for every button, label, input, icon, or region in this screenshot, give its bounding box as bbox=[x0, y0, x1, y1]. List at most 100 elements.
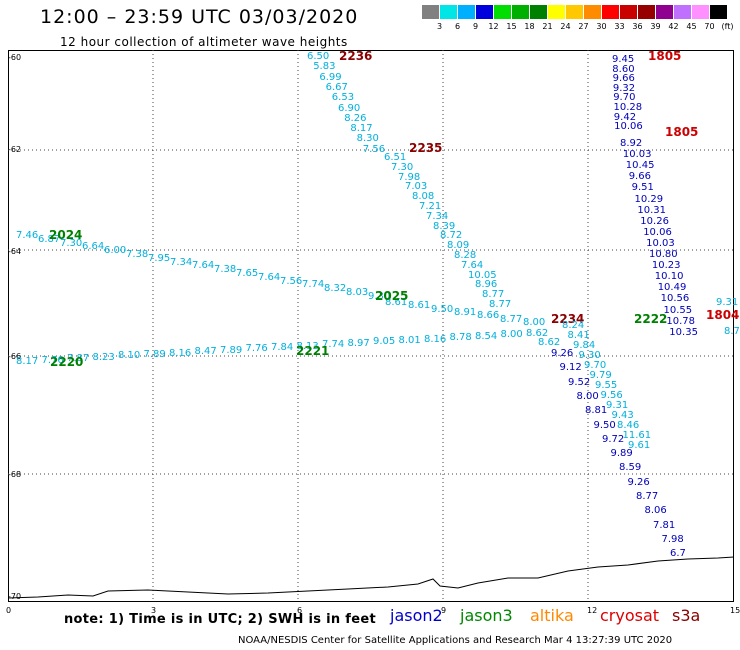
wave-height-value: 8.77 bbox=[636, 491, 659, 502]
wave-height-value: 9.45 bbox=[612, 54, 635, 65]
wave-height-value: 10.23 bbox=[651, 260, 681, 272]
wave-height-value: 7.76 bbox=[245, 343, 268, 355]
wave-height-value: 7.56 bbox=[362, 143, 386, 155]
color-scale-label: 9 bbox=[472, 22, 479, 31]
wave-height-value: 7.74 bbox=[302, 279, 325, 291]
wave-height-value: 8.54 bbox=[475, 330, 498, 342]
wave-height-value: 7.46 bbox=[16, 230, 39, 241]
wave-height-value: 7.81 bbox=[653, 519, 676, 531]
pass-time-label: 2221 bbox=[296, 344, 330, 358]
color-scale-label: 21 bbox=[542, 22, 553, 31]
wave-height-value: 8.17 bbox=[350, 123, 373, 135]
color-swatch bbox=[638, 5, 655, 19]
wave-height-value: 9.89 bbox=[610, 448, 633, 460]
wave-height-value: 8.13 bbox=[296, 340, 319, 352]
wave-height-value: 10.05 bbox=[468, 269, 497, 281]
color-swatch bbox=[620, 5, 637, 19]
map-title: 12:00 – 23:59 UTC 03/03/2020 bbox=[40, 6, 359, 28]
color-swatch bbox=[530, 5, 547, 19]
color-scale-label: 39 bbox=[650, 22, 661, 31]
color-swatch bbox=[548, 5, 565, 19]
wave-height-value: 9.66 bbox=[628, 171, 651, 183]
color-swatch bbox=[512, 5, 529, 19]
credit-line: NOAA/NESDIS Center for Satellite Applica… bbox=[238, 635, 673, 646]
wave-height-value: 7.30 bbox=[391, 161, 414, 173]
latitude-label: -62 bbox=[8, 145, 22, 154]
latitude-label: -68 bbox=[8, 470, 22, 479]
wave-height-value: 8.10 bbox=[118, 350, 141, 362]
wave-height-value: 9.30 bbox=[368, 290, 391, 302]
wave-height-value: 7.30 bbox=[60, 237, 83, 249]
wave-height-value: 5.83 bbox=[313, 61, 336, 73]
wave-height-value: 9.42 bbox=[613, 111, 637, 123]
wave-height-value: 10.56 bbox=[660, 293, 690, 305]
wave-height-value: 6.87 bbox=[38, 233, 61, 245]
wave-height-value: 8.32 bbox=[324, 283, 347, 295]
wave-height-value: 10.06 bbox=[614, 121, 643, 133]
longitude-label: 3 bbox=[151, 606, 157, 615]
color-scale-label: (ft) bbox=[721, 22, 734, 31]
color-scale-label: 18 bbox=[524, 22, 535, 31]
pass-time-label: 2234 bbox=[551, 312, 585, 326]
color-swatch bbox=[494, 5, 511, 19]
lat-lon-grid bbox=[8, 50, 734, 602]
color-swatch bbox=[440, 5, 457, 19]
wave-height-value: 8.77 bbox=[489, 299, 512, 310]
pass-time-label: 2236 bbox=[339, 49, 373, 63]
wave-height-value: 8.00 bbox=[576, 390, 599, 402]
wave-height-value: 7.74 bbox=[322, 339, 345, 351]
wave-height-value: 10.06 bbox=[643, 226, 672, 238]
wave-height-value: 7.65 bbox=[236, 268, 259, 279]
wave-height-value: 7.98 bbox=[398, 171, 421, 183]
wave-height-value: 11.61 bbox=[622, 430, 652, 441]
color-scale-label: 30 bbox=[596, 22, 607, 31]
wave-height-value: 7.64 bbox=[192, 260, 215, 272]
color-scale-label: 6 bbox=[454, 22, 461, 31]
wave-height-value: 6.64 bbox=[82, 241, 105, 253]
latitude-label: -60 bbox=[8, 53, 22, 62]
pass-time-label: 2025 bbox=[375, 289, 409, 303]
wave-height-value: 8.03 bbox=[346, 287, 369, 298]
color-scale-label: 15 bbox=[506, 22, 517, 31]
wave-height-value: 8.47 bbox=[194, 346, 217, 358]
wave-height-value: 9.52 bbox=[568, 376, 591, 388]
wave-height-value: 7.87 bbox=[67, 353, 90, 365]
wave-height-value: 7.03 bbox=[405, 181, 428, 193]
wave-height-value: 10.80 bbox=[649, 249, 678, 260]
wave-height-value: 7.56 bbox=[280, 275, 303, 287]
wave-height-value: 8.72 bbox=[440, 230, 463, 242]
wave-height-value: 10.26 bbox=[640, 215, 669, 227]
note-text: note: 1) Time is in UTC; 2) SWH is in fe… bbox=[64, 612, 376, 627]
plot-frame bbox=[8, 50, 734, 602]
color-swatch bbox=[422, 5, 439, 19]
wave-height-value: 7.76 bbox=[41, 354, 64, 366]
wave-height-value: 9.43 bbox=[611, 410, 634, 421]
wave-height-value: 8.00 bbox=[500, 329, 523, 341]
pass-time-label: 1805 bbox=[648, 49, 682, 63]
color-swatch bbox=[458, 5, 475, 19]
wave-height-value: 9.61 bbox=[628, 440, 651, 451]
wave-height-value: 9.32 bbox=[612, 82, 636, 94]
legend-item-s3a: s3a bbox=[672, 606, 701, 625]
color-swatch bbox=[566, 5, 583, 19]
wave-height-value: 6.67 bbox=[325, 81, 348, 93]
color-scale-label: 33 bbox=[614, 22, 625, 31]
longitude-label: 6 bbox=[297, 606, 303, 615]
wave-height-value: 8.16 bbox=[169, 347, 192, 359]
wave-height-value: 10.31 bbox=[637, 204, 667, 216]
color-swatch bbox=[674, 5, 691, 19]
wave-height-value: 6.51 bbox=[384, 152, 407, 163]
wave-height-value: 7.95 bbox=[148, 252, 171, 264]
longitude-label: 15 bbox=[730, 606, 740, 615]
wave-height-value: 9.05 bbox=[373, 336, 396, 348]
wave-height-value: 9.50 bbox=[593, 419, 616, 431]
wave-height-value: 8.26 bbox=[344, 112, 367, 124]
wave-height-value: 8.7 bbox=[724, 326, 740, 337]
coastline bbox=[8, 556, 734, 599]
color-scale-label: 36 bbox=[632, 22, 643, 31]
wave-height-value: 6.90 bbox=[338, 102, 361, 114]
wave-height-value: 8.46 bbox=[617, 420, 640, 431]
color-scale-label: 24 bbox=[560, 22, 571, 31]
wave-height-value: 7.64 bbox=[461, 259, 484, 271]
wave-height-value: 10.28 bbox=[613, 102, 643, 113]
